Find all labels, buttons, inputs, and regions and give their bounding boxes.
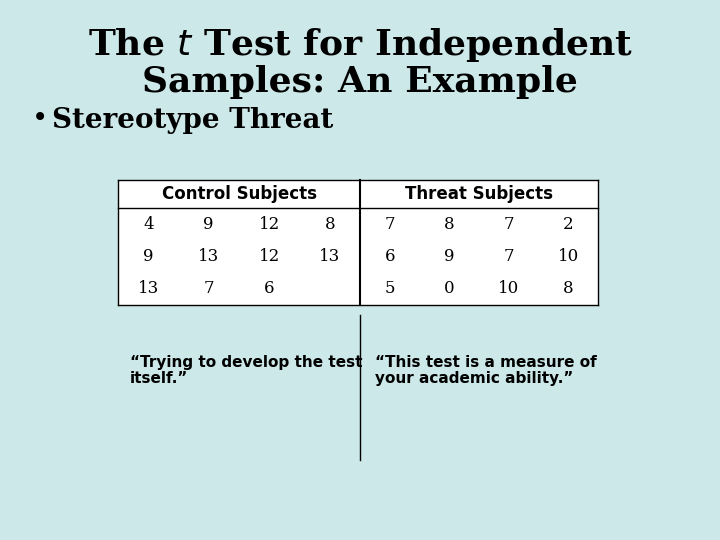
Text: 2: 2 xyxy=(563,215,574,233)
Bar xyxy=(118,180,598,305)
Text: 7: 7 xyxy=(503,215,514,233)
Text: itself.”: itself.” xyxy=(130,371,189,386)
Text: 10: 10 xyxy=(498,280,519,298)
Text: 8: 8 xyxy=(325,215,335,233)
Text: 8: 8 xyxy=(444,215,454,233)
Text: 7: 7 xyxy=(384,215,395,233)
Text: 12: 12 xyxy=(258,215,280,233)
Text: The $\it{t}$ Test for Independent: The $\it{t}$ Test for Independent xyxy=(88,26,632,64)
Text: 9: 9 xyxy=(444,248,454,265)
Text: 12: 12 xyxy=(258,248,280,265)
Text: 10: 10 xyxy=(557,248,579,265)
Text: 0: 0 xyxy=(444,280,454,298)
Text: Stereotype Threat: Stereotype Threat xyxy=(52,106,333,133)
Text: 13: 13 xyxy=(138,280,159,298)
Text: 7: 7 xyxy=(204,280,214,298)
Text: 7: 7 xyxy=(503,248,514,265)
Text: “Trying to develop the test: “Trying to develop the test xyxy=(130,355,362,370)
Text: 13: 13 xyxy=(198,248,220,265)
Text: Control Subjects: Control Subjects xyxy=(161,185,317,203)
Text: 8: 8 xyxy=(563,280,574,298)
Text: 6: 6 xyxy=(264,280,274,298)
Text: 4: 4 xyxy=(143,215,153,233)
Text: 9: 9 xyxy=(143,248,153,265)
Text: “This test is a measure of: “This test is a measure of xyxy=(375,355,597,370)
Text: 5: 5 xyxy=(384,280,395,298)
Text: •: • xyxy=(32,106,48,133)
Text: your academic ability.”: your academic ability.” xyxy=(375,371,573,386)
Text: 9: 9 xyxy=(204,215,214,233)
Text: Threat Subjects: Threat Subjects xyxy=(405,185,553,203)
Text: Samples: An Example: Samples: An Example xyxy=(142,65,578,99)
Text: 13: 13 xyxy=(319,248,341,265)
Text: 6: 6 xyxy=(384,248,395,265)
